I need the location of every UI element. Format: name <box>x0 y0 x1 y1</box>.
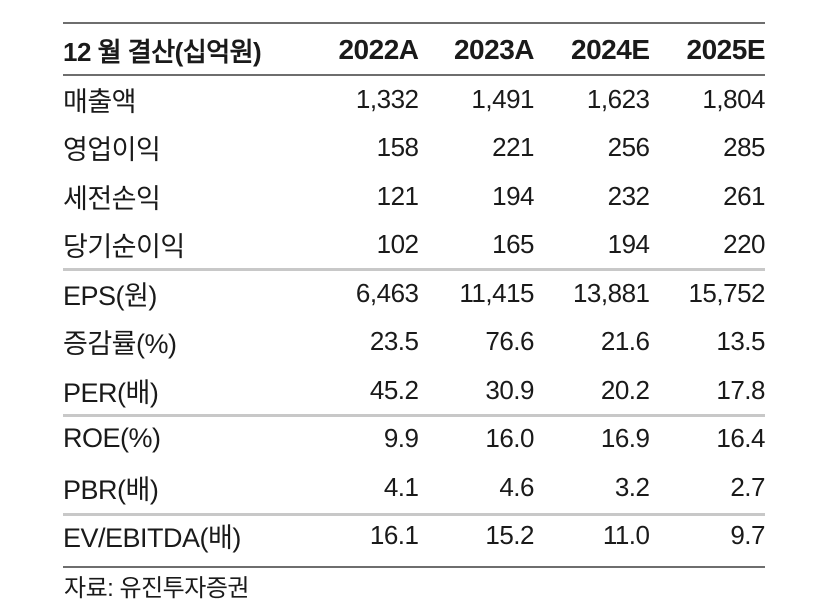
cell-value: 121 <box>376 180 419 211</box>
column-header: 2024E <box>571 34 650 65</box>
cell-value: 256 <box>607 132 650 163</box>
row-label: 세전손익 <box>63 183 161 214</box>
cell-value: 220 <box>723 229 765 260</box>
cell-value: 16.0 <box>485 423 534 454</box>
table-bottom-rule <box>63 566 765 568</box>
section-divider <box>63 414 765 417</box>
cell-value: 9.9 <box>383 423 419 454</box>
cell-value: 30.9 <box>485 374 534 405</box>
row-label: 당기순이익 <box>63 232 185 263</box>
cell-value: 11.0 <box>602 520 650 551</box>
cell-value: 16.1 <box>369 520 419 551</box>
cell-value: 17.8 <box>716 374 765 405</box>
column-header: 2025E <box>686 34 766 65</box>
cell-value: 11,415 <box>459 277 534 308</box>
cell-value: 2.7 <box>730 471 765 502</box>
financial-table: 12 월 결산(십억원) 2022A 2023A 2024E 2025E 매출액… <box>63 25 765 560</box>
table-row: EV/EBITDA(배) 16.1 15.2 11.0 9.7 <box>63 512 765 561</box>
section-divider <box>63 513 765 516</box>
table-row: 세전손익 121 194 232 261 <box>63 172 765 221</box>
cell-value: 21.6 <box>600 326 650 357</box>
cell-value: 3.2 <box>614 471 650 502</box>
section-divider <box>63 268 765 271</box>
row-label: PER(배) <box>63 377 159 408</box>
column-header: 2023A <box>453 34 535 65</box>
column-header: 2022A <box>338 34 419 65</box>
cell-value: 102 <box>376 229 419 260</box>
table-row: EPS(원) 6,463 11,415 13,881 15,752 <box>63 269 765 318</box>
row-label: EPS(원) <box>63 280 157 311</box>
cell-value: 232 <box>607 180 650 211</box>
cell-value: 165 <box>492 229 534 260</box>
cell-value: 1,332 <box>355 83 419 114</box>
cell-value: 9.7 <box>730 520 765 551</box>
row-label: 영업이익 <box>63 135 161 166</box>
row-label: 증감률(%) <box>63 329 177 360</box>
row-label: 매출액 <box>63 86 137 117</box>
table-row: PER(배) 45.2 30.9 20.2 17.8 <box>63 366 765 415</box>
table-row: PBR(배) 4.1 4.6 3.2 2.7 <box>63 463 765 512</box>
cell-value: 4.6 <box>499 471 534 502</box>
cell-value: 1,804 <box>702 83 765 114</box>
cell-value: 20.2 <box>600 374 650 405</box>
cell-value: 76.6 <box>485 326 534 357</box>
cell-value: 16.9 <box>600 423 650 454</box>
cell-value: 221 <box>492 132 534 163</box>
table-header-row: 12 월 결산(십억원) 2022A 2023A 2024E 2025E <box>63 25 765 75</box>
cell-value: 1,623 <box>586 83 650 114</box>
cell-value: 194 <box>607 229 650 260</box>
cell-value: 158 <box>376 132 419 163</box>
cell-value: 15,752 <box>688 277 765 308</box>
table-row: ROE(%) 9.9 16.0 16.9 16.4 <box>63 415 765 464</box>
cell-value: 45.2 <box>369 374 419 405</box>
cell-value: 13,881 <box>572 277 650 308</box>
cell-value: 1,491 <box>471 83 534 114</box>
table-row: 당기순이익 102 165 194 220 <box>63 221 765 270</box>
row-label: ROE(%) <box>63 423 161 454</box>
cell-value: 23.5 <box>369 326 419 357</box>
table-row: 매출액 1,332 1,491 1,623 1,804 <box>63 75 765 124</box>
cell-value: 261 <box>723 180 765 211</box>
source-note: 자료: 유진투자증권 <box>64 575 249 602</box>
header-rule <box>63 74 765 76</box>
cell-value: 285 <box>723 132 765 163</box>
table-top-rule <box>63 22 765 24</box>
table-row: 증감률(%) 23.5 76.6 21.6 13.5 <box>63 318 765 367</box>
row-label: EV/EBITDA(배) <box>63 523 241 554</box>
header-label: 12 월 결산(십억원) <box>63 36 262 67</box>
row-label: PBR(배) <box>63 474 159 505</box>
cell-value: 6,463 <box>355 277 419 308</box>
table-row: 영업이익 158 221 256 285 <box>63 124 765 173</box>
cell-value: 4.1 <box>383 471 419 502</box>
cell-value: 13.5 <box>716 326 765 357</box>
cell-value: 194 <box>492 180 534 211</box>
cell-value: 16.4 <box>716 423 765 454</box>
cell-value: 15.2 <box>485 520 534 551</box>
